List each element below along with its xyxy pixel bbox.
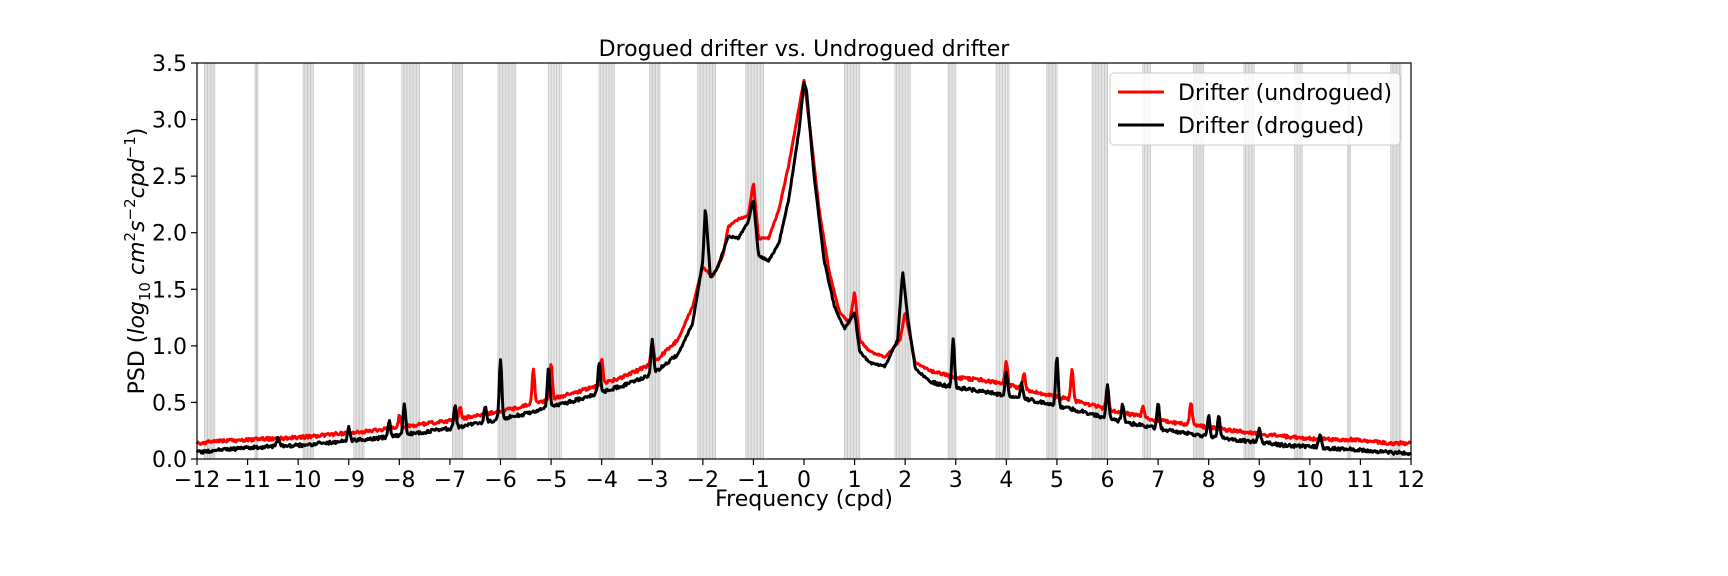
x-tick-label: 8 [1202,468,1216,493]
x-tick-label: −11 [224,468,270,493]
x-tick-label: −8 [383,468,415,493]
y-axis-ticks: 0.0 0.5 1.0 1.5 2.0 2.5 3.0 3.5 [152,52,197,473]
y-tick-label: 3.0 [152,109,187,134]
y-tick-label: 1.0 [152,335,187,360]
x-tick-label: 7 [1151,468,1165,493]
x-tick-label: 5 [1050,468,1064,493]
y-label-s: s [125,220,150,231]
x-tick-label: 1 [848,468,862,493]
plot-lines [195,78,1413,457]
y-tick-label: 0.0 [152,448,187,473]
y-axis-label: PSD (log10 cm2s−2cpd−1) [121,128,154,395]
x-tick-label: 6 [1101,468,1115,493]
y-label-post: ) [125,128,150,137]
y-tick-label: 3.5 [152,52,187,77]
x-tick-label: −12 [174,468,220,493]
x-tick-label: −4 [585,468,617,493]
shaded-bands [204,63,1402,459]
y-label-log: log [125,301,150,335]
y-label-sup2: 2 [121,232,139,242]
y-tick-label: 0.5 [152,391,187,416]
x-axis-label: Frequency (cpd) [715,487,893,512]
y-label-pre: PSD ( [125,335,150,395]
x-tick-label: −10 [275,468,321,493]
x-tick-label: 10 [1296,468,1324,493]
chart-title: Drogued drifter vs. Undrogued drifter [599,37,1011,62]
y-tick-label: 1.5 [152,278,187,303]
legend-box [1109,72,1401,146]
x-tick-label: 9 [1252,468,1266,493]
x-tick-label: 3 [949,468,963,493]
x-tick-label: −6 [484,468,516,493]
y-tick-label: 2.0 [152,222,187,247]
legend-label: Drifter (undrogued) [1178,81,1392,106]
y-label-supm2: −2 [121,198,139,220]
y-label-supm1: −1 [121,136,139,158]
legend: Drifter (undrogued) Drifter (drogued) [1109,72,1401,146]
x-tick-label: −3 [636,468,668,493]
y-label-cpd: cpd [125,157,150,198]
x-tick-label: −7 [434,468,466,493]
x-tick-label: 11 [1346,468,1374,493]
x-tick-label: −2 [687,468,719,493]
x-tick-label: −1 [737,468,769,493]
x-axis-ticks: −12 −11 −10 −9 −8 −7 −6 −5 −4 −3 −2 −1 0 1 2 3 4 5 6 7 8 9 10 1… [174,459,1425,493]
x-tick-label: −5 [535,468,567,493]
legend-label: Drifter (drogued) [1178,114,1364,139]
y-label-cm: cm [125,241,150,282]
y-label-sub10: 10 [136,282,154,301]
x-tick-label: 0 [797,468,811,493]
y-tick-label: 2.5 [152,165,187,190]
x-tick-label: 12 [1397,468,1425,493]
x-tick-label: −9 [333,468,365,493]
x-tick-label: 4 [999,468,1013,493]
x-tick-label: 2 [898,468,912,493]
series-line-drogued [195,81,1413,457]
